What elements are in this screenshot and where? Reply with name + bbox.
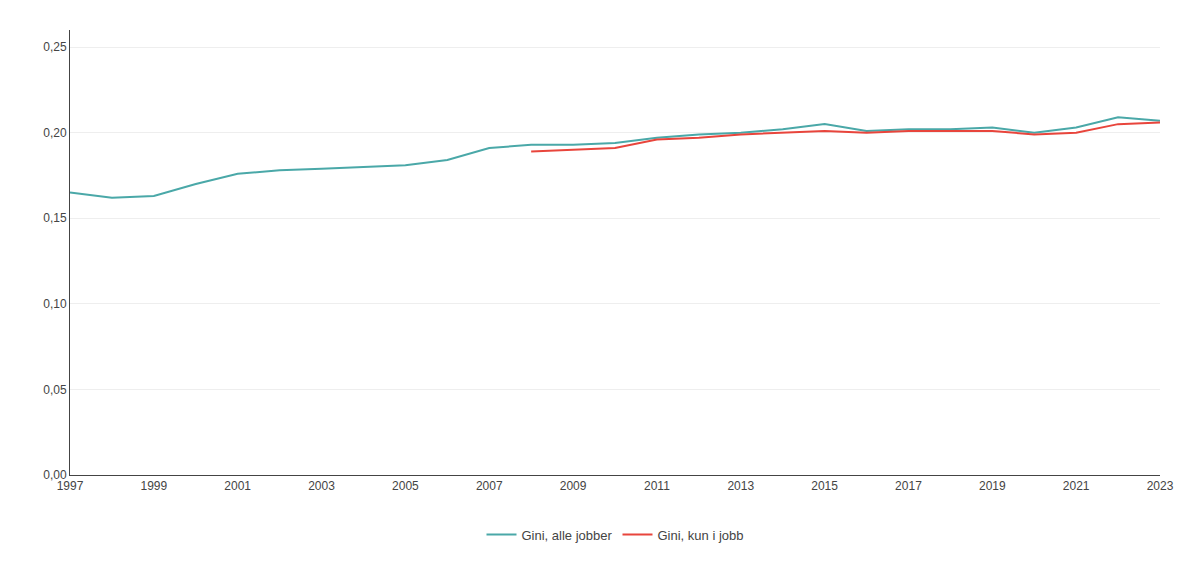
svg-text:2003: 2003 <box>308 479 335 493</box>
svg-text:Gini, kun i jobb: Gini, kun i jobb <box>657 528 743 543</box>
svg-text:2013: 2013 <box>727 479 754 493</box>
svg-text:2019: 2019 <box>979 479 1006 493</box>
svg-text:2001: 2001 <box>224 479 251 493</box>
svg-text:2005: 2005 <box>392 479 419 493</box>
svg-text:1999: 1999 <box>140 479 167 493</box>
svg-text:2011: 2011 <box>644 479 670 493</box>
svg-text:2015: 2015 <box>811 479 838 493</box>
svg-text:2007: 2007 <box>476 479 503 493</box>
svg-text:2017: 2017 <box>895 479 922 493</box>
svg-text:2021: 2021 <box>1063 479 1090 493</box>
svg-text:0,25: 0,25 <box>43 40 67 54</box>
svg-text:2009: 2009 <box>560 479 587 493</box>
svg-text:0,00: 0,00 <box>43 468 67 482</box>
svg-text:1997: 1997 <box>57 479 84 493</box>
svg-text:0,20: 0,20 <box>43 126 67 140</box>
svg-text:2023: 2023 <box>1147 479 1174 493</box>
svg-text:Gini, alle jobber: Gini, alle jobber <box>522 528 613 543</box>
svg-text:0,05: 0,05 <box>43 383 67 397</box>
svg-text:0,15: 0,15 <box>43 211 67 225</box>
svg-text:0,10: 0,10 <box>43 297 67 311</box>
